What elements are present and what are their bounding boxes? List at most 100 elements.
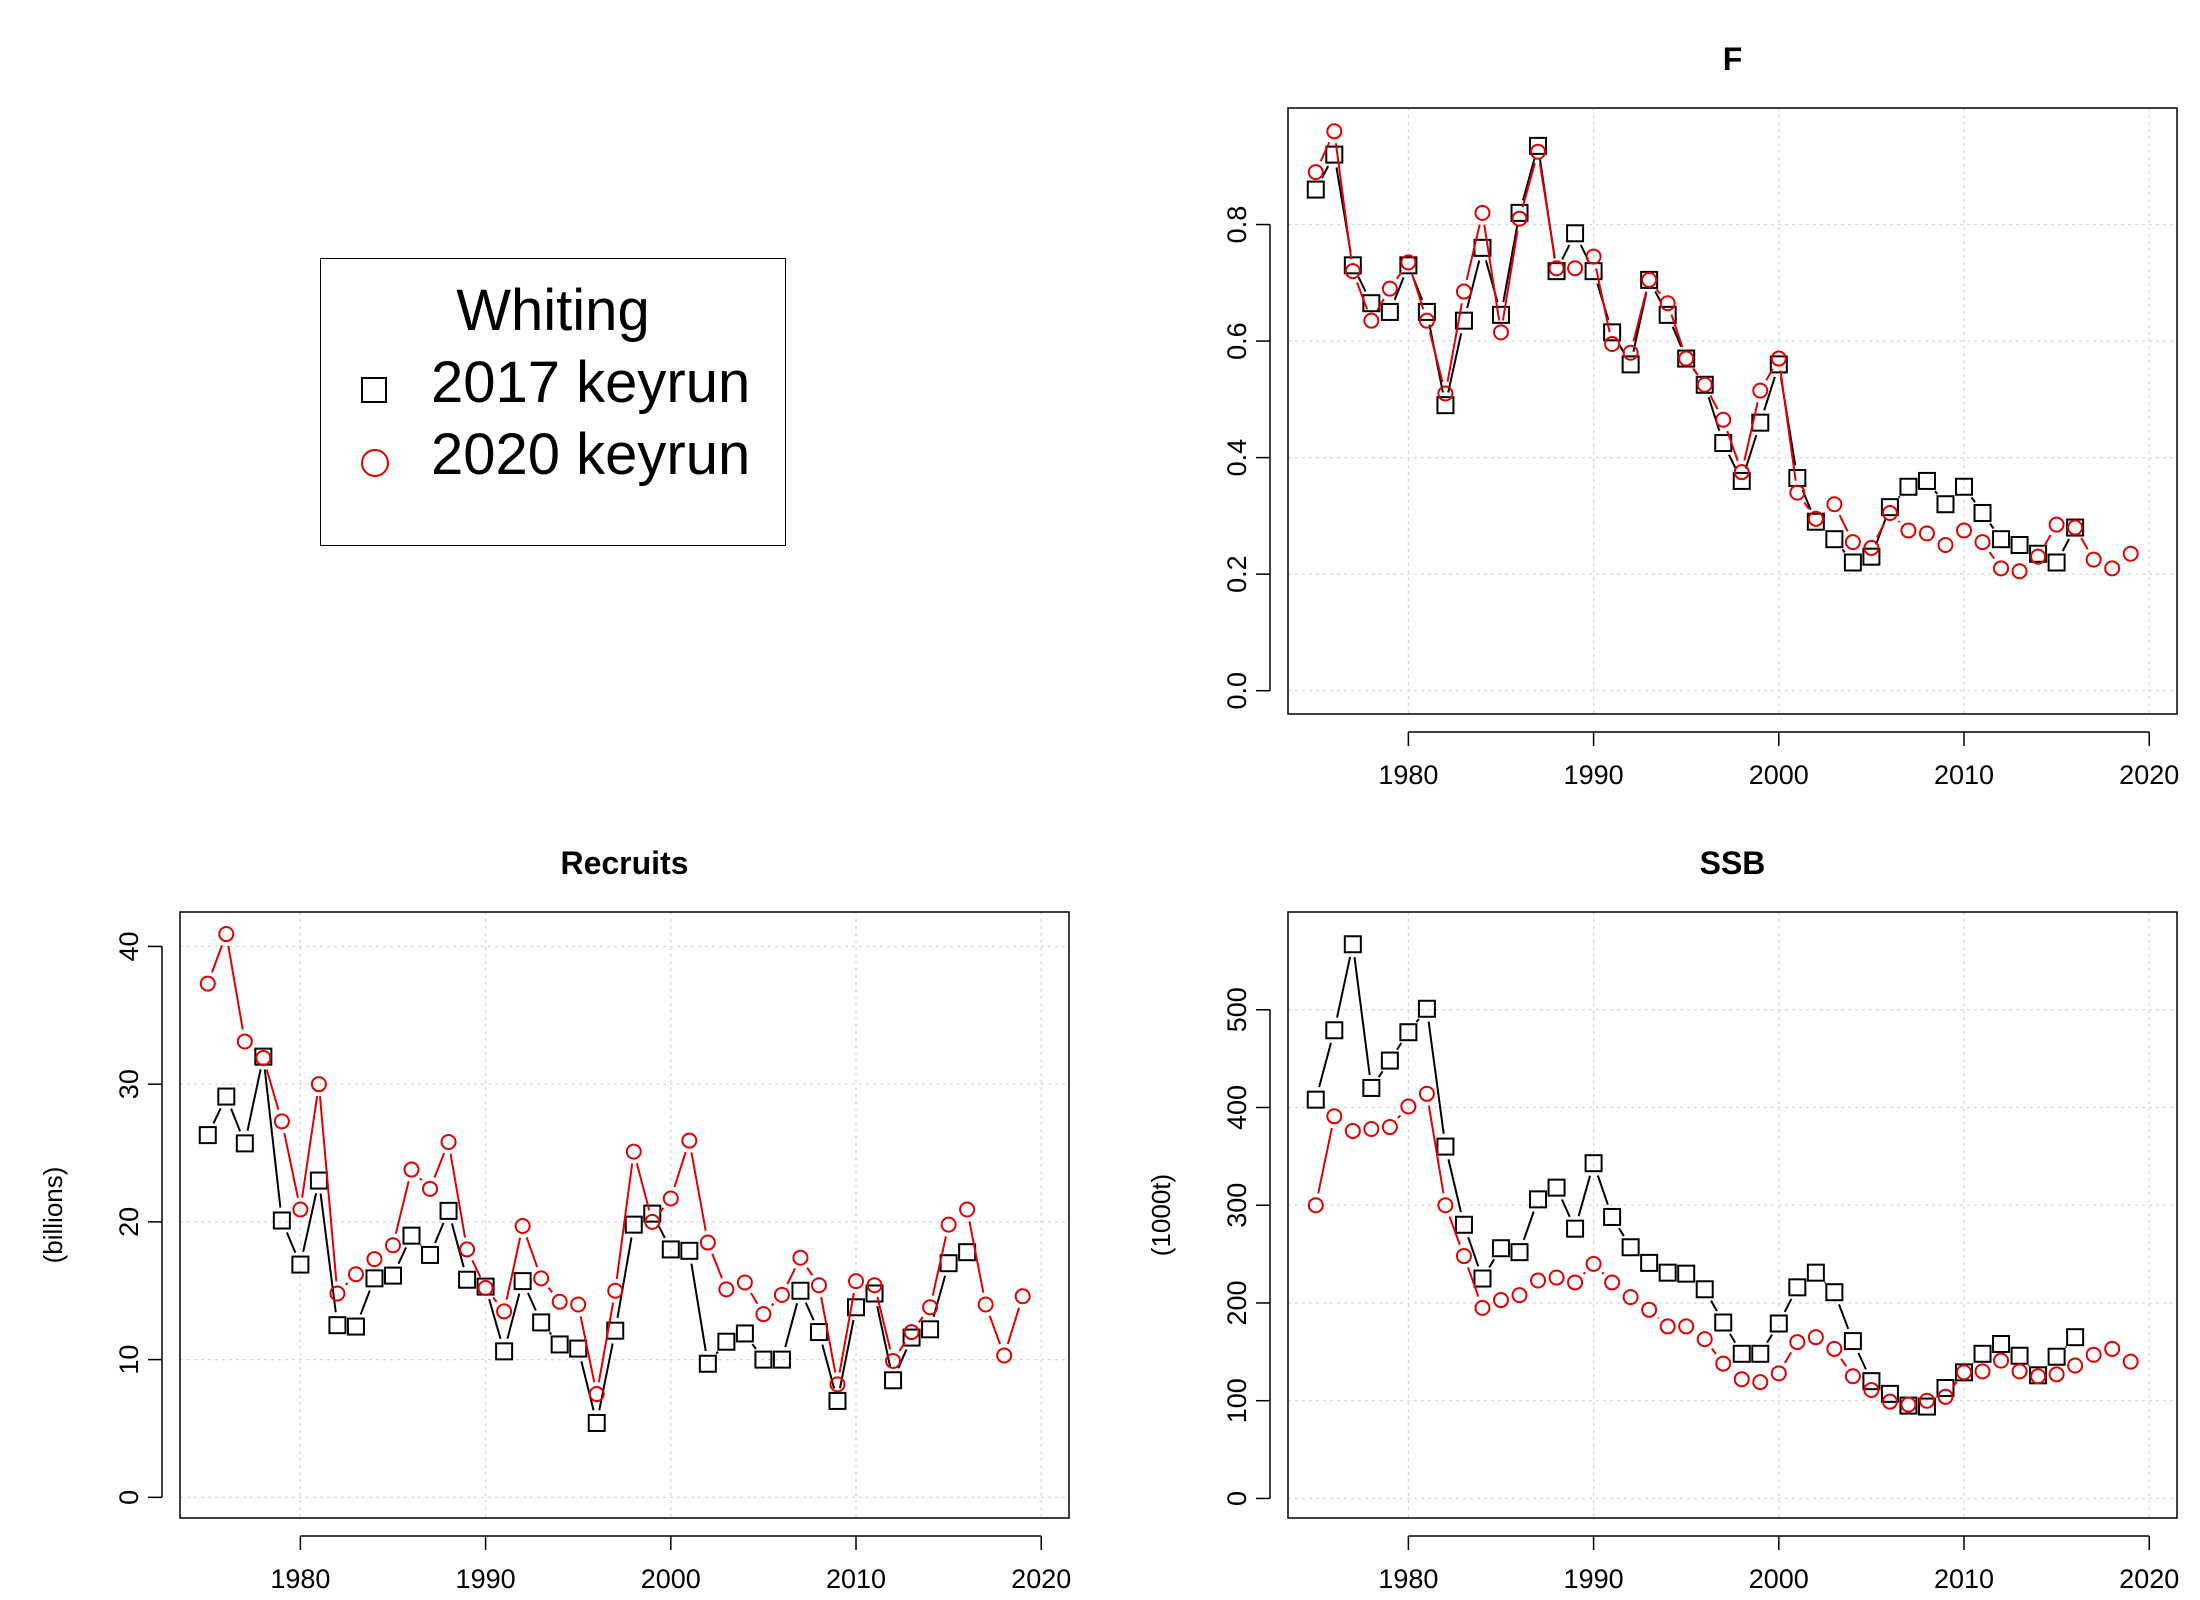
series-segment — [1779, 370, 1797, 481]
y-tick-label: 0.8 — [1222, 206, 1252, 244]
series-segment — [1467, 1236, 1480, 1267]
data-point-circle — [236, 1033, 253, 1050]
data-point-circle — [1733, 1371, 1750, 1388]
data-point-circle — [1511, 1287, 1528, 1304]
series-segment — [1318, 1042, 1332, 1088]
y-axis-label: (1000t) — [1146, 1174, 1176, 1256]
series-segment — [1353, 957, 1371, 1076]
data-point-circle — [1474, 1299, 1491, 1316]
series-segment — [876, 1296, 892, 1350]
data-point-circle — [1715, 1355, 1732, 1372]
data-point-circle — [1530, 1272, 1547, 1289]
data-point-square — [1788, 469, 1807, 488]
plot-frame — [1287, 107, 2178, 715]
data-point-square — [1436, 396, 1455, 415]
data-point-square — [2047, 1347, 2066, 1366]
x-tick-label: 2020 — [1011, 1564, 1071, 1594]
series-segment — [253, 1048, 256, 1051]
x-tick-label: 2010 — [826, 1564, 886, 1594]
legend-title: Whiting — [456, 278, 650, 343]
data-point-square — [1677, 1264, 1696, 1283]
data-point-circle — [2030, 1368, 2047, 1385]
x-tick-label: 1980 — [1378, 760, 1438, 790]
series-segment — [450, 1223, 465, 1268]
data-point-square — [680, 1241, 699, 1260]
series-segment — [1538, 163, 1556, 257]
series-segment — [1446, 303, 1463, 382]
y-axis-label: (billions) — [38, 1167, 68, 1264]
data-point-circle — [1770, 1365, 1787, 1382]
y-tick-label: 0.6 — [1222, 322, 1252, 360]
series-segment — [211, 944, 224, 973]
data-point-circle — [1585, 248, 1602, 265]
data-point-circle — [2085, 551, 2102, 568]
series-segment — [263, 1069, 282, 1208]
y-tick-label: 300 — [1222, 1183, 1252, 1228]
legend-entry-label: 2017 keyrun — [431, 350, 751, 415]
data-point-square — [1343, 256, 1362, 275]
series-segment — [876, 1306, 892, 1368]
series-segment — [1595, 268, 1611, 333]
data-point-square — [1510, 203, 1529, 222]
data-point-square — [272, 1211, 291, 1230]
data-point-circle — [607, 1282, 624, 1299]
series-segment — [657, 1224, 666, 1239]
series-segment — [1428, 332, 1444, 383]
y-tick-label: 400 — [1222, 1085, 1252, 1130]
series-segment — [433, 1152, 446, 1179]
data-point-square — [513, 1272, 532, 1291]
legend-square-marker-icon — [361, 377, 387, 403]
data-point-circle — [1548, 1269, 1565, 1286]
x-tick-label: 1990 — [1564, 760, 1624, 790]
x-tick-label: 2020 — [2119, 760, 2179, 790]
series-segment — [1803, 501, 1810, 510]
data-point-square — [791, 1281, 810, 1300]
data-point-circle — [2048, 516, 2065, 533]
data-point-circle — [1604, 335, 1621, 352]
series-segment — [301, 1095, 319, 1198]
data-point-square — [1399, 1023, 1418, 1042]
data-point-square — [1695, 1280, 1714, 1299]
x-tick-label: 2010 — [1934, 1564, 1994, 1594]
data-point-square — [772, 1350, 791, 1369]
data-point-circle — [477, 1279, 494, 1296]
series-segment — [1561, 244, 1571, 260]
data-point-circle — [1715, 411, 1732, 428]
series-segment — [1618, 1227, 1625, 1237]
data-point-square — [1380, 1051, 1399, 1070]
series-segment — [838, 1292, 855, 1373]
series-segment — [1970, 496, 1976, 503]
data-point-square — [1547, 1178, 1566, 1197]
data-point-circle — [662, 1190, 679, 1207]
y-tick-label: 200 — [1222, 1280, 1252, 1325]
data-point-circle — [2104, 560, 2121, 577]
series-segment — [1577, 1175, 1592, 1217]
chart-panel-f: 1980 1990 2000 2010 2020 0.0 0.2 0.4 0.6 0.8 F — [1222, 41, 2179, 790]
series-segment — [1319, 141, 1331, 162]
data-point-circle — [1956, 522, 1973, 539]
data-point-circle — [1326, 123, 1343, 140]
x-tick-label: 1990 — [456, 1564, 516, 1594]
data-point-circle — [848, 1273, 865, 1290]
chart-title: F — [1723, 41, 1743, 77]
data-point-square — [902, 1328, 921, 1347]
data-point-circle — [1567, 1274, 1584, 1291]
series-segment — [1377, 1070, 1384, 1078]
data-point-square — [1880, 498, 1899, 517]
data-point-circle — [292, 1201, 309, 1218]
data-point-circle — [1641, 1301, 1658, 1318]
series-segment — [1743, 402, 1759, 461]
data-point-circle — [2122, 1353, 2139, 1370]
data-point-square — [532, 1313, 551, 1332]
data-point-square — [328, 1316, 347, 1335]
data-point-circle — [736, 1274, 753, 1291]
data-point-square — [1417, 302, 1436, 321]
data-point-square — [1751, 1344, 1770, 1363]
series-segment — [839, 1319, 855, 1389]
series-segment — [1336, 956, 1352, 1018]
data-point-square — [1973, 1344, 1992, 1363]
data-point-circle — [1363, 312, 1380, 329]
data-point-circle — [1918, 525, 1935, 542]
data-point-square — [1788, 1278, 1807, 1297]
series-segment — [1427, 1021, 1445, 1134]
